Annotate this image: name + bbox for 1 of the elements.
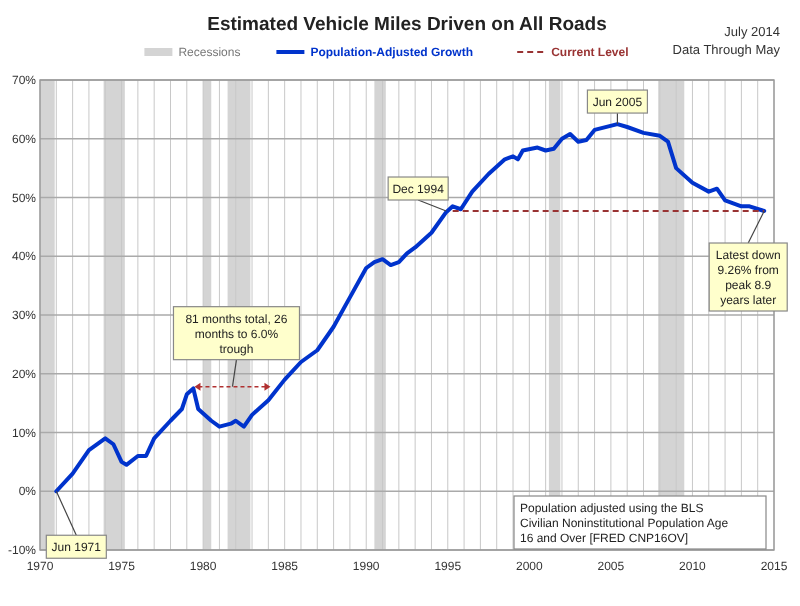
chart-title: Estimated Vehicle Miles Driven on All Roads [207,14,607,36]
